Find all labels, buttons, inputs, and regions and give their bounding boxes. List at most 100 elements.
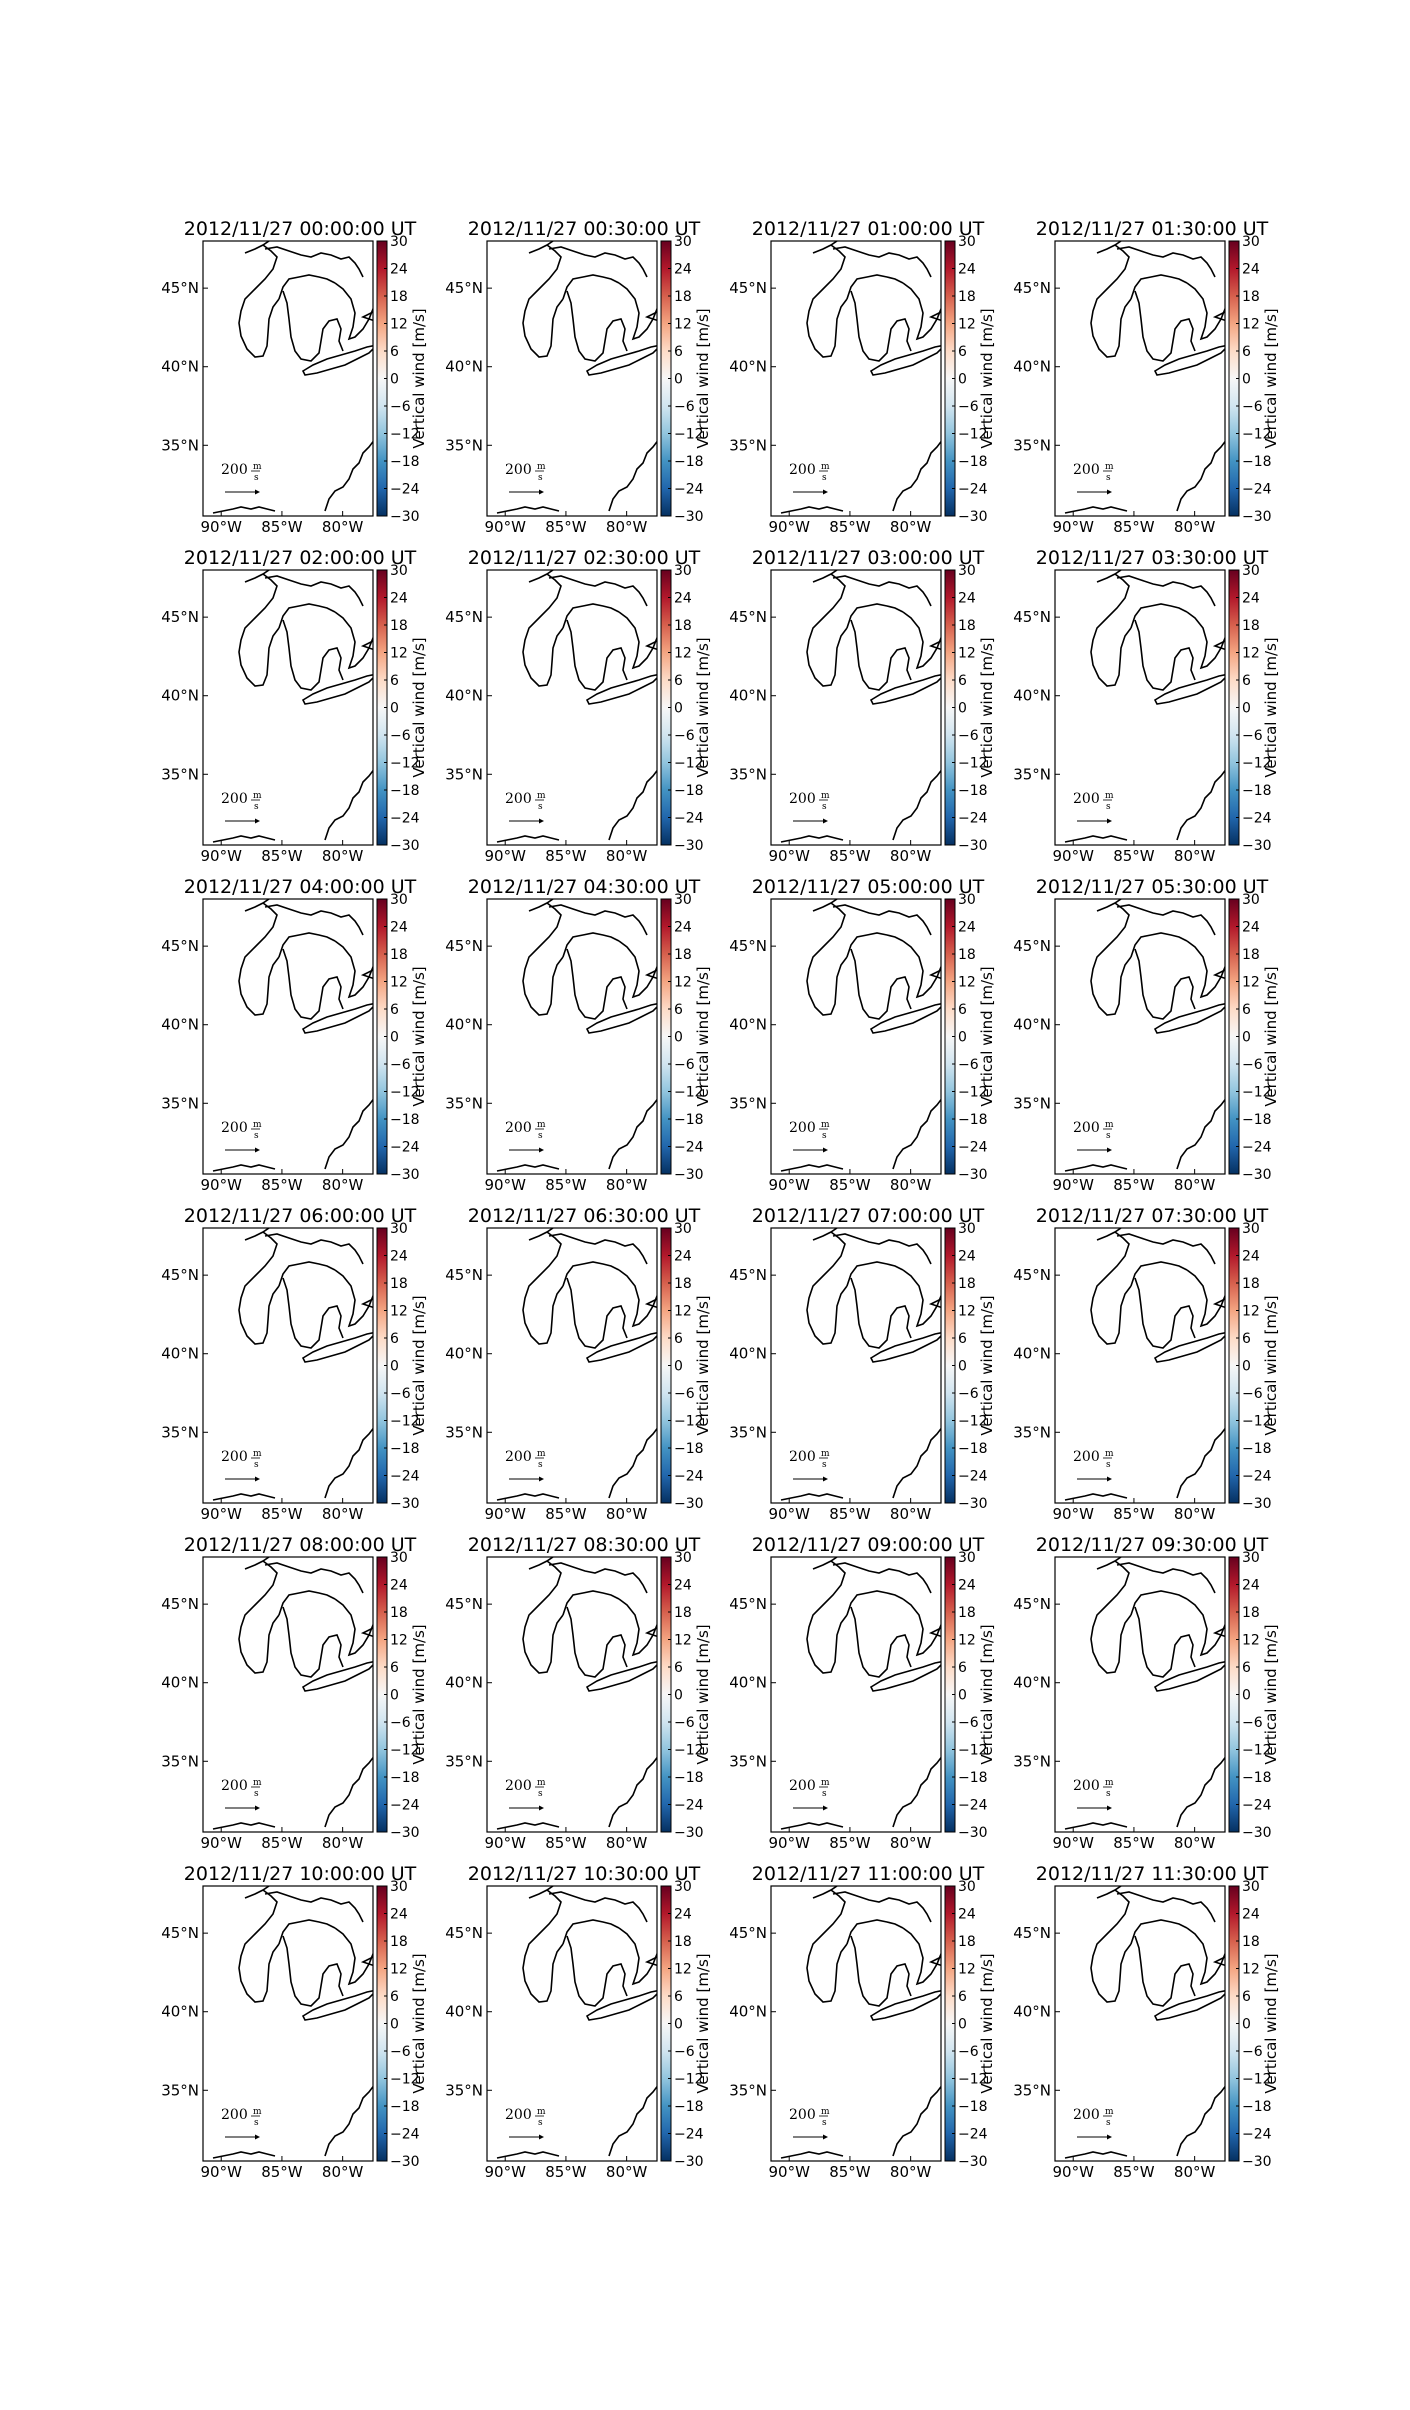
map-frame	[486, 898, 658, 1175]
colorbar-tick-label: 6	[958, 1331, 967, 1347]
colorbar-tick-label: −12	[958, 1743, 988, 1759]
map-panel: 2012/11/27 11:30:00 UT 90°W 85°W 80°W 45°N 40…	[1013, 1863, 1280, 2181]
colorbar-tick-label: 30	[958, 1550, 976, 1566]
colorbar-tick-label: −18	[390, 454, 420, 470]
panel-title: 2012/11/27 01:30:00 UT	[1036, 218, 1269, 240]
vector-scale-value: 200	[505, 462, 532, 478]
panel-title: 2012/11/27 11:30:00 UT	[1036, 1863, 1269, 1885]
colorbar-tick-label: 6	[958, 1660, 967, 1676]
vector-scale-unit-numerator: m	[821, 462, 830, 472]
colorbar-tick-label: 0	[1242, 1688, 1251, 1704]
vector-scale-unit-denominator: s	[1106, 2118, 1111, 2128]
colorbar-tick-label: −30	[958, 2154, 988, 2170]
colorbar-tick-label: −6	[1242, 728, 1263, 744]
y-tick-label: 40°N	[1013, 2003, 1051, 2021]
colorbar-tick-label: −6	[1242, 1057, 1263, 1073]
colorbar-tick-label: 0	[674, 372, 683, 388]
panel-title: 2012/11/27 04:30:00 UT	[468, 876, 701, 898]
y-tick-label: 40°N	[445, 358, 483, 376]
colorbar-tick-label: −24	[1242, 1469, 1272, 1485]
map-frame	[486, 1556, 658, 1833]
x-tick-label: 90°W	[1053, 847, 1095, 865]
vector-scale-unit-numerator: m	[1105, 462, 1114, 472]
map-panel: 2012/11/27 05:30:00 UT 90°W 85°W 80°W 45°N 40…	[1013, 876, 1280, 1194]
panel-title: 2012/11/27 11:00:00 UT	[752, 1863, 985, 1885]
vector-scale-arrowhead	[823, 1147, 828, 1153]
colorbar-tick-label: 6	[390, 1660, 399, 1676]
colorbar-tick-label: 24	[390, 1578, 408, 1594]
colorbar-tick-label: 30	[1242, 1221, 1260, 1237]
colorbar-tick-label: 6	[958, 1002, 967, 1018]
colorbar-tick-label: 6	[674, 1989, 683, 2005]
colorbar-tick-label: −18	[958, 1441, 988, 1457]
colorbar-label: Vertical wind [m/s]	[978, 1953, 996, 2093]
colorbar-label: Vertical wind [m/s]	[978, 1295, 996, 1435]
x-tick-label: 85°W	[261, 2163, 303, 2181]
x-tick-label: 90°W	[769, 1505, 811, 1523]
colorbar-tick-label: −12	[390, 2072, 420, 2088]
x-tick-label: 85°W	[261, 518, 303, 536]
colorbar-tick-label: −18	[958, 1770, 988, 1786]
x-tick-label: 85°W	[545, 518, 587, 536]
colorbar-tick-label: −6	[1242, 1386, 1263, 1402]
vector-scale-value: 200	[789, 462, 816, 478]
vector-scale-unit-numerator: m	[821, 2107, 830, 2117]
vector-scale-arrowhead	[255, 1805, 260, 1811]
panel-title: 2012/11/27 01:00:00 UT	[752, 218, 985, 240]
x-tick-label: 90°W	[201, 1505, 243, 1523]
colorbar-tick-label: −6	[674, 2044, 695, 2060]
y-tick-label: 35°N	[445, 436, 483, 454]
colorbar-tick-label: 24	[674, 1249, 692, 1265]
x-tick-label: 90°W	[201, 518, 243, 536]
map-panel: 2012/11/27 08:00:00 UT 90°W 85°W 80°W 45°N 40…	[161, 1534, 428, 1852]
x-tick-label: 80°W	[1174, 518, 1216, 536]
colorbar-tick-label: −18	[390, 1112, 420, 1128]
colorbar-tick-label: −12	[674, 756, 704, 772]
y-tick-label: 40°N	[1013, 1016, 1051, 1034]
panels-layer: 2012/11/27 00:00:00 UT 90°W 85°W 80°W 45°N 40…	[161, 218, 1280, 2181]
x-tick-label: 90°W	[1053, 1176, 1095, 1194]
y-tick-label: 35°N	[729, 1094, 767, 1112]
colorbar-tick-label: −6	[958, 728, 979, 744]
y-tick-label: 40°N	[729, 1016, 767, 1034]
colorbar-tick-label: 6	[390, 1331, 399, 1347]
vector-scale-arrowhead	[1107, 2134, 1112, 2140]
colorbar-tick-label: −24	[390, 1140, 420, 1156]
vector-scale-unit-numerator: m	[253, 791, 262, 801]
vector-scale-unit-denominator: s	[538, 802, 543, 812]
colorbar-tick-label: 30	[958, 563, 976, 579]
colorbar-tick-label: 12	[674, 1633, 692, 1649]
vector-scale-unit-denominator: s	[822, 1131, 827, 1141]
colorbar-tick-label: −18	[674, 2099, 704, 2115]
map-frame	[486, 569, 658, 846]
y-tick-label: 40°N	[445, 687, 483, 705]
colorbar-tick-label: −24	[674, 1798, 704, 1814]
colorbar-tick-label: −6	[1242, 1715, 1263, 1731]
vector-scale-value: 200	[789, 1778, 816, 1794]
colorbar-tick-label: 12	[674, 1962, 692, 1978]
map-panel: 2012/11/27 09:30:00 UT 90°W 85°W 80°W 45°N 40…	[1013, 1534, 1280, 1852]
colorbar-tick-label: 30	[1242, 1879, 1260, 1895]
colorbar-label: Vertical wind [m/s]	[694, 1624, 712, 1764]
colorbar-tick-label: −30	[390, 838, 420, 854]
colorbar-tick-label: 18	[1242, 618, 1260, 634]
colorbar-tick-label: −30	[958, 838, 988, 854]
colorbar-tick-label: 30	[390, 1550, 408, 1566]
panel-title: 2012/11/27 00:30:00 UT	[468, 218, 701, 240]
colorbar-tick-label: 24	[1242, 1907, 1260, 1923]
vector-scale-unit-numerator: m	[821, 791, 830, 801]
colorbar-tick-label: 18	[674, 947, 692, 963]
y-tick-label: 45°N	[445, 1595, 483, 1613]
colorbar-tick-label: −30	[1242, 2154, 1272, 2170]
x-tick-label: 80°W	[606, 518, 648, 536]
y-tick-label: 45°N	[729, 279, 767, 297]
colorbar-tick-label: 12	[1242, 646, 1260, 662]
colorbar-tick-label: −18	[674, 1441, 704, 1457]
vector-scale-value: 200	[789, 1449, 816, 1465]
colorbar-tick-label: −18	[390, 1770, 420, 1786]
y-tick-label: 35°N	[445, 1752, 483, 1770]
vector-scale-unit-numerator: m	[253, 1449, 262, 1459]
y-tick-label: 35°N	[729, 2081, 767, 2099]
x-tick-label: 80°W	[606, 1505, 648, 1523]
x-tick-label: 90°W	[769, 1176, 811, 1194]
